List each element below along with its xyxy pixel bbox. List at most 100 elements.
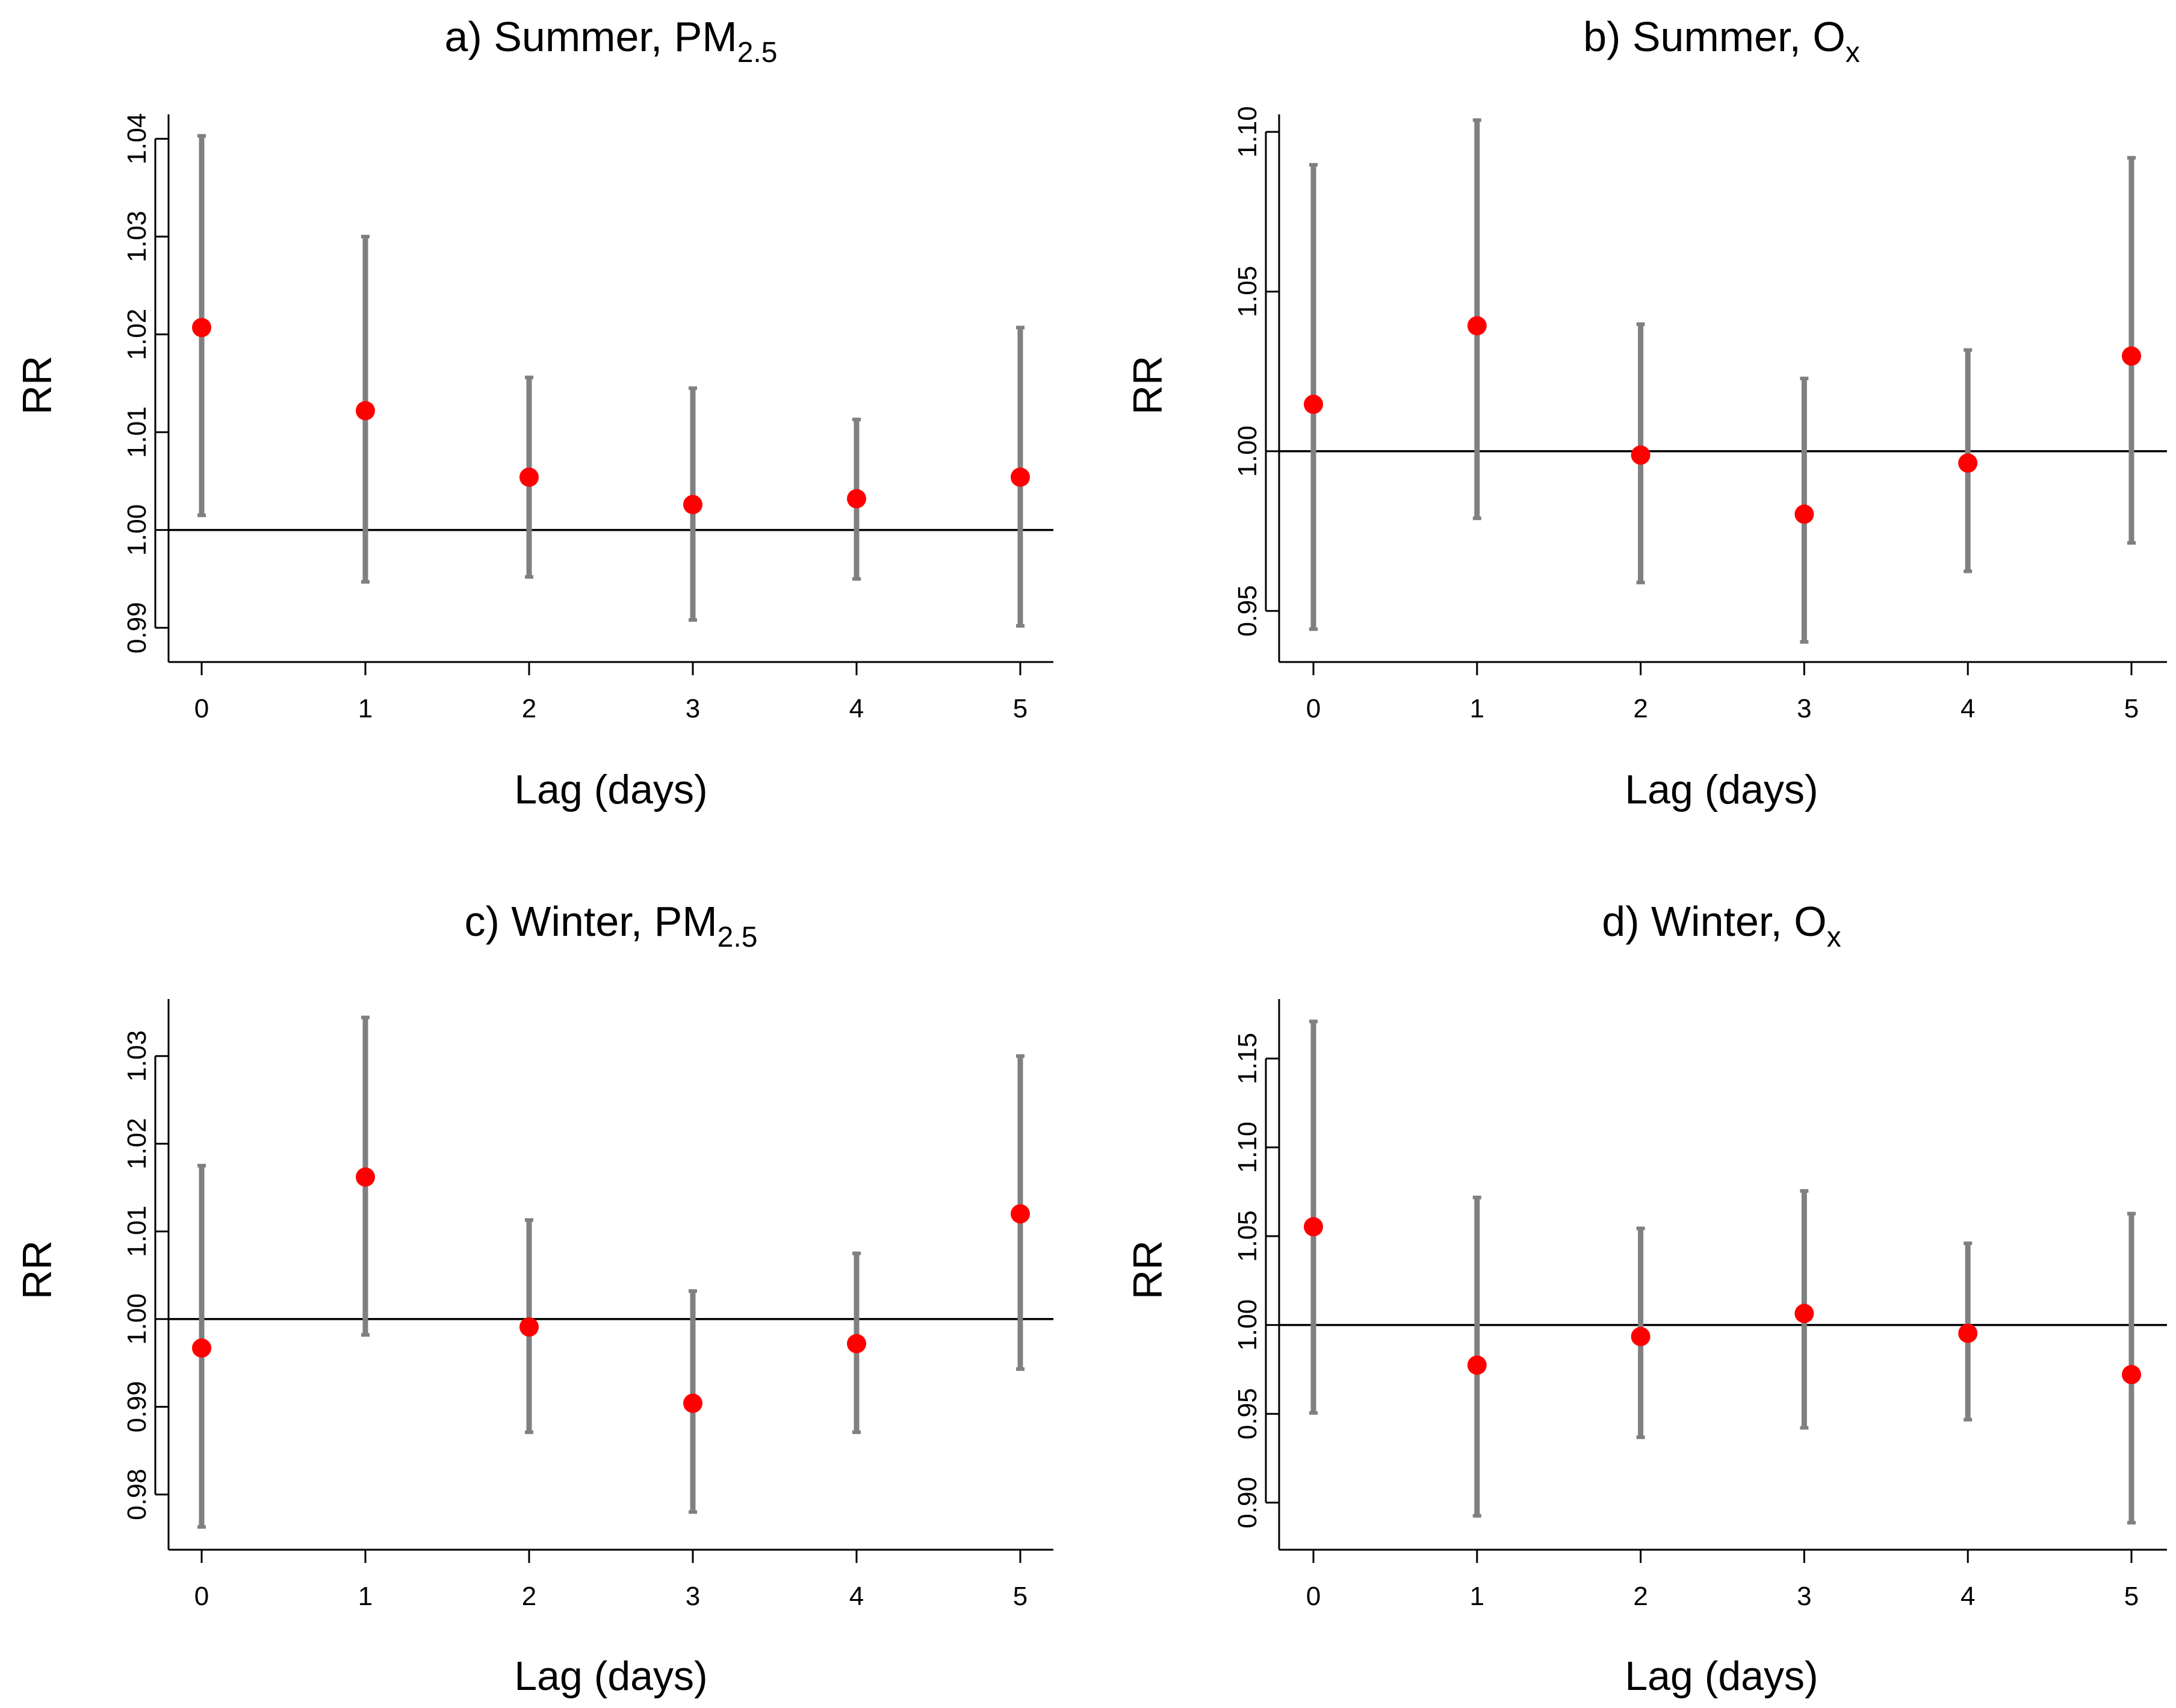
panel-d-point: [1794, 1304, 1814, 1323]
panel-d-title-subscript: x: [1827, 921, 1841, 953]
panel-a-title-prefix: a) Summer,: [445, 13, 674, 60]
panel-b-point: [1958, 453, 1978, 473]
panel-d-point: [1631, 1326, 1651, 1346]
panel-d-title-pollutant: O: [1794, 898, 1826, 945]
panel-c-x-axis-label: Lag (days): [514, 1653, 707, 1699]
panel-a-point: [519, 467, 539, 487]
panel-d-y-axis-label: RR: [1125, 1240, 1171, 1299]
panel-d-plot: 0.90 0.95 1.00 1.05 1.10 1.15 0 1 2 3 4 5: [1233, 999, 2167, 1611]
panel-d: d) Winter, Ox RR Lag (days): [1125, 898, 1841, 1699]
panel-a-x-tick-label: 2: [522, 694, 536, 723]
panel-a: a) Summer, PM2.5 RR Lag (days): [14, 13, 777, 812]
panel-a-x-tick-label: 3: [686, 694, 700, 723]
panel-a-y-tick-label: 1.02: [122, 309, 152, 360]
panel-c-title-pollutant: PM: [654, 898, 718, 945]
panel-a-point: [192, 318, 211, 338]
panel-c-x-tick-label: 5: [1013, 1582, 1028, 1611]
panel-d-point: [2122, 1364, 2141, 1384]
panel-d-x-tick-label: 4: [1961, 1582, 1975, 1611]
panel-c-y-axis-label: RR: [14, 1240, 60, 1299]
panel-b-title: b) Summer, Ox: [1583, 13, 1860, 69]
panel-b-title-pollutant: O: [1812, 13, 1845, 60]
panel-b-x-tick-label: 3: [1797, 694, 1811, 723]
panel-b-x-tick-label: 5: [2124, 694, 2139, 723]
panel-b-x-axis-label: Lag (days): [1625, 767, 1818, 812]
panel-c-plot: 0.98 0.99 1.00 1.01 1.02 1.03 0 1 2 3 4 5: [122, 999, 1053, 1611]
panel-b-y-axis-label: RR: [1125, 356, 1171, 415]
panel-a-x-tick-label: 1: [358, 694, 373, 723]
panel-a-x-tick-label: 4: [849, 694, 864, 723]
panel-d-point: [1958, 1323, 1978, 1343]
panel-a-point: [356, 401, 375, 421]
panel-b-point: [1794, 504, 1814, 524]
panel-c-point: [192, 1338, 211, 1358]
panel-b-x-tick-label: 2: [1633, 694, 1647, 723]
panel-b: b) Summer, Ox RR Lag (days): [1125, 13, 1860, 812]
panel-a-title: a) Summer, PM2.5: [445, 13, 778, 69]
panel-d-title: d) Winter, Ox: [1602, 898, 1841, 953]
panel-d-x-tick-label: 2: [1633, 1582, 1647, 1611]
panel-c-y-tick-label: 0.98: [122, 1468, 152, 1520]
panel-b-y-tick-label: 1.00: [1233, 425, 1262, 477]
panel-c: c) Winter, PM2.5 RR Lag (days): [14, 898, 757, 1699]
panel-d-y-tick-label: 0.90: [1233, 1477, 1262, 1529]
panel-b-point: [1467, 316, 1487, 336]
panel-c-y-tick-label: 1.02: [122, 1118, 152, 1170]
panel-b-x-tick-label: 1: [1470, 694, 1484, 723]
panel-b-x-tick-label: 0: [1306, 694, 1321, 723]
panel-c-point: [1011, 1204, 1030, 1224]
panel-c-x-tick-label: 3: [686, 1582, 700, 1611]
panel-c-y-tick-label: 1.03: [122, 1030, 152, 1082]
panel-c-point: [519, 1317, 539, 1337]
panel-a-x-tick-label: 0: [194, 694, 209, 723]
panel-a-y-tick-label: 1.04: [122, 113, 152, 165]
panel-a-point: [847, 489, 866, 509]
panel-c-point: [356, 1167, 375, 1187]
panel-c-point: [683, 1393, 702, 1413]
panel-b-title-subscript: x: [1846, 37, 1860, 69]
panel-d-x-tick-label: 5: [2124, 1582, 2139, 1611]
panel-a-y-axis-label: RR: [14, 356, 60, 415]
panel-c-y-tick-label: 1.00: [122, 1293, 152, 1345]
panel-a-title-pollutant: PM: [674, 13, 737, 60]
panel-b-title-prefix: b) Summer,: [1583, 13, 1812, 60]
panel-a-y-tick-label: 1.03: [122, 211, 152, 262]
panel-c-title-prefix: c) Winter,: [465, 898, 654, 945]
panel-c-x-tick-label: 2: [522, 1582, 536, 1611]
panel-d-x-tick-label: 3: [1797, 1582, 1811, 1611]
panel-b-point: [1304, 394, 1323, 414]
panel-d-point: [1304, 1217, 1323, 1237]
panel-b-x-tick-label: 4: [1961, 694, 1975, 723]
panel-a-point: [1011, 467, 1030, 487]
panel-d-y-tick-label: 1.10: [1233, 1122, 1262, 1174]
panel-d-y-tick-label: 1.00: [1233, 1299, 1262, 1351]
panel-a-point: [683, 495, 702, 515]
panel-b-y-tick-label: 1.05: [1233, 266, 1262, 318]
panel-c-title-subscript: 2.5: [718, 921, 758, 953]
panel-d-y-tick-label: 1.15: [1233, 1033, 1262, 1085]
panel-c-point: [847, 1334, 866, 1354]
panel-b-y-tick-label: 0.95: [1233, 585, 1262, 637]
panel-d-x-axis-label: Lag (days): [1625, 1653, 1818, 1699]
panel-d-title-prefix: d) Winter,: [1602, 898, 1794, 945]
panel-d-y-tick-label: 0.95: [1233, 1388, 1262, 1440]
panel-d-point: [1467, 1355, 1487, 1375]
panel-d-y-tick-label: 1.05: [1233, 1210, 1262, 1262]
panel-c-title: c) Winter, PM2.5: [465, 898, 758, 953]
panel-c-x-tick-label: 4: [849, 1582, 864, 1611]
panel-d-x-tick-label: 0: [1306, 1582, 1321, 1611]
panel-b-point: [1631, 445, 1651, 465]
panel-a-y-tick-label: 0.99: [122, 602, 152, 654]
panel-c-y-tick-label: 1.01: [122, 1205, 152, 1257]
panel-b-plot: 0.95 1.00 1.05 1.10 0 1 2 3 4 5: [1233, 106, 2167, 723]
panel-b-point: [2122, 346, 2141, 366]
panel-b-y-tick-label: 1.10: [1233, 106, 1262, 158]
panel-a-y-tick-label: 1.01: [122, 406, 152, 458]
panel-a-y-tick-label: 1.00: [122, 504, 152, 556]
panel-a-title-subscript: 2.5: [737, 37, 778, 69]
panel-a-x-axis-label: Lag (days): [514, 767, 707, 812]
panel-a-x-tick-label: 5: [1013, 694, 1028, 723]
panel-c-y-tick-label: 0.99: [122, 1381, 152, 1433]
panel-a-plot: 0.99 1.00 1.01 1.02 1.03 1.04 0 1 2 3 4 5: [122, 113, 1053, 723]
